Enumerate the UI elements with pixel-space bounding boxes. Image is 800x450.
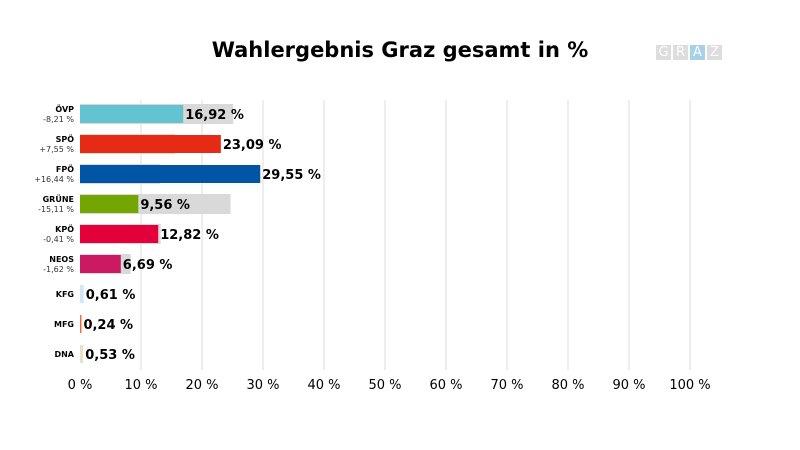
logo-letter: R xyxy=(673,45,688,60)
value-label: 6,69 % xyxy=(123,258,173,273)
x-tick-label: 90 % xyxy=(612,378,645,393)
x-tick-label: 10 % xyxy=(124,378,157,393)
category-label: DNA xyxy=(54,350,74,359)
x-tick-label: 30 % xyxy=(246,378,279,393)
value-label: 23,09 % xyxy=(223,138,282,153)
value-label: 0,61 % xyxy=(86,288,136,303)
result-bar xyxy=(80,225,159,243)
result-bar xyxy=(80,255,121,273)
x-tick-label: 60 % xyxy=(429,378,462,393)
value-label: 29,55 % xyxy=(262,168,321,183)
value-label: 0,53 % xyxy=(85,348,135,363)
value-label: 12,82 % xyxy=(160,228,219,243)
result-bar xyxy=(80,315,82,333)
x-tick-label: 80 % xyxy=(551,378,584,393)
logo-letter: Z xyxy=(707,45,722,60)
category-label: MFG xyxy=(54,320,74,329)
change-label: -1,62 % xyxy=(43,265,74,274)
change-label: +7,55 % xyxy=(39,145,74,154)
value-label: 0,24 % xyxy=(83,318,133,333)
change-label: -15,11 % xyxy=(38,205,74,214)
value-label: 16,92 % xyxy=(185,108,244,123)
result-bar xyxy=(80,135,221,153)
value-label: 9,56 % xyxy=(140,198,190,213)
graz-logo: G R A Z xyxy=(656,45,722,60)
result-bar xyxy=(80,105,184,123)
change-label: -0,41 % xyxy=(43,235,74,244)
x-tick-label: 70 % xyxy=(490,378,523,393)
category-label: ÖVP xyxy=(55,104,74,114)
category-label: GRÜNE xyxy=(43,194,74,204)
category-label: NEOS xyxy=(49,255,74,264)
chart-title: Wahlergebnis Graz gesamt in % xyxy=(211,38,589,62)
category-label: KPÖ xyxy=(55,224,74,234)
x-tick-label: 40 % xyxy=(307,378,340,393)
x-tick-label: 20 % xyxy=(185,378,218,393)
x-tick-label: 0 % xyxy=(68,378,93,393)
result-bar xyxy=(80,195,139,213)
category-label: SPÖ xyxy=(56,134,75,144)
category-label: FPÖ xyxy=(56,164,74,174)
result-bar xyxy=(80,345,84,363)
logo-letter: A xyxy=(690,45,705,60)
result-bar xyxy=(80,165,261,183)
x-tick-label: 100 % xyxy=(669,378,710,393)
result-bar xyxy=(80,285,84,303)
change-label: -8,21 % xyxy=(43,115,74,124)
change-label: +16,44 % xyxy=(34,175,74,184)
category-label: KFG xyxy=(56,290,74,299)
x-tick-label: 50 % xyxy=(368,378,401,393)
logo-letter: G xyxy=(656,45,671,60)
